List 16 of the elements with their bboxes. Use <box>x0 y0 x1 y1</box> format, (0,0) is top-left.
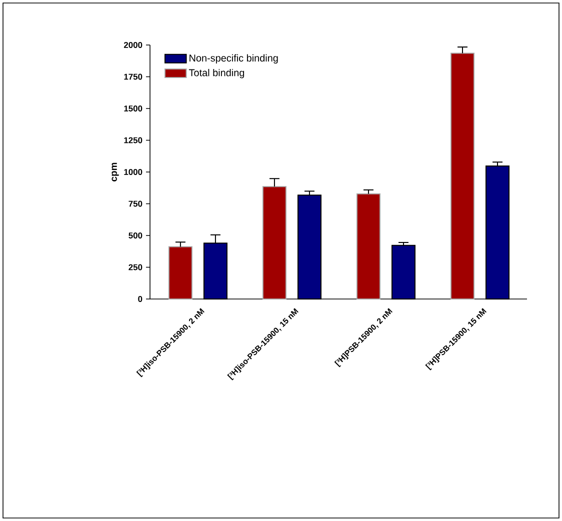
y-tick-label: 750 <box>128 200 142 207</box>
y-tick-label: 1750 <box>124 74 142 80</box>
bar <box>450 52 474 300</box>
bar <box>356 193 380 300</box>
y-tick-label: 1500 <box>124 105 142 112</box>
y-tick-label: 2000 <box>124 42 142 48</box>
y-tick-label: 0 <box>138 296 142 302</box>
bar <box>168 246 192 300</box>
bar <box>262 186 286 300</box>
y-axis-title: cpm <box>112 162 119 182</box>
y-tick-label: 250 <box>128 264 142 270</box>
y-tick-label: 1250 <box>124 137 142 144</box>
y-tick-label: 500 <box>128 232 142 238</box>
legend-label: Non-specific binding <box>190 54 278 64</box>
y-tick-label: 1000 <box>124 168 142 175</box>
legend-label: Total binding <box>188 68 244 78</box>
